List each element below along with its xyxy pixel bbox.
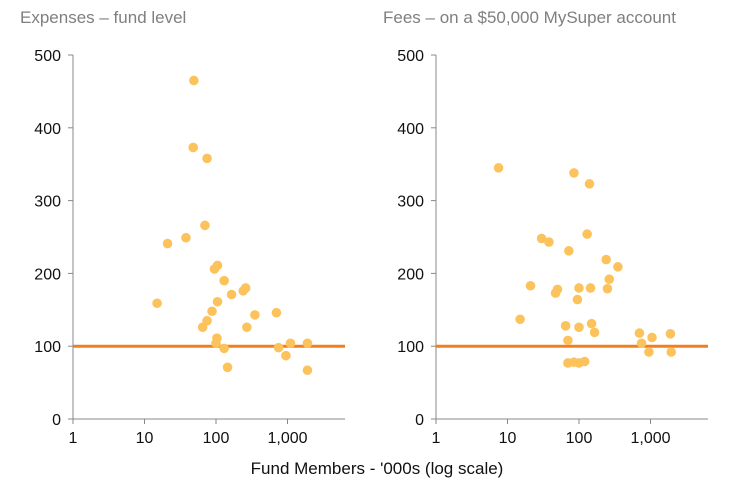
chart1-data-point xyxy=(219,275,229,286)
chart1-y-tick-label: 200 xyxy=(34,266,61,283)
chart2-data-point xyxy=(647,332,657,343)
chart1-data-point xyxy=(273,342,284,353)
chart2-data-point xyxy=(569,168,579,178)
chart1-x-tick-label: 1 xyxy=(69,430,78,447)
chart2-data-point xyxy=(572,294,583,305)
chart2-data-point xyxy=(666,347,677,357)
chart1-y-tick-label: 400 xyxy=(34,121,61,138)
chart2-data-point xyxy=(634,328,645,338)
chart1-data-point xyxy=(181,232,191,243)
chart2-x-tick-label: 1,000 xyxy=(630,430,670,447)
chart1-data-point xyxy=(212,260,223,271)
chart2-data-point xyxy=(493,163,504,173)
chart2-y-tick-label: 300 xyxy=(397,194,424,211)
chart1-data-point xyxy=(189,75,199,86)
chart2-data-point xyxy=(604,274,615,285)
chart2-data-point xyxy=(574,322,584,333)
chart2-data-point xyxy=(579,356,590,367)
chart-title-expenses: Expenses – fund level xyxy=(20,8,187,27)
chart1-data-point xyxy=(285,338,296,349)
chart1-data-point xyxy=(200,220,210,231)
chart1-x-tick-label: 100 xyxy=(203,430,230,447)
chart1-data-point xyxy=(271,307,282,318)
chart1-data-point xyxy=(281,350,291,361)
chart1-data-point xyxy=(240,283,251,293)
chart1-data-point xyxy=(212,296,223,307)
x-axis-label: Fund Members - '000s (log scale) xyxy=(250,459,504,478)
chart2-data-point xyxy=(584,179,595,189)
chart2-data-point xyxy=(560,321,571,331)
chart1-data-point xyxy=(197,322,208,333)
chart1-data-point xyxy=(152,298,162,309)
chart2-data-point xyxy=(644,347,654,357)
chart1-data-point xyxy=(222,362,233,373)
chart-title-fees: Fees – on a $50,000 MySuper account xyxy=(383,8,676,27)
chart1-y-tick-label: 300 xyxy=(34,194,61,211)
chart2-y-tick-label: 0 xyxy=(415,412,424,429)
chart2-data-point xyxy=(589,327,600,338)
chart2-data-point xyxy=(613,262,623,272)
chart2-data-point xyxy=(602,283,613,294)
chart2-data-point xyxy=(582,229,592,239)
chart2-x-tick-label: 1 xyxy=(432,430,441,447)
chart1-data-point xyxy=(226,289,237,300)
chart2-x-tick-label: 100 xyxy=(566,430,593,447)
chart1-data-point xyxy=(188,142,199,153)
chart1-data-point xyxy=(202,153,212,164)
chart2-data-point xyxy=(544,237,554,247)
chart2-y-tick-label: 500 xyxy=(397,48,424,65)
chart1-data-point xyxy=(162,238,173,249)
chart2-data-point xyxy=(585,283,596,293)
chart2-data-point xyxy=(552,284,563,295)
chart1-data-point xyxy=(219,343,229,354)
chart2-data-point xyxy=(563,246,574,256)
chart2-data-point xyxy=(601,254,611,265)
chart1-data-point xyxy=(302,338,313,349)
chart1-data-point xyxy=(242,322,252,333)
chart2-data-point xyxy=(536,233,547,244)
chart1-data-point xyxy=(250,310,260,320)
chart2-y-tick-label: 400 xyxy=(397,121,424,138)
chart2-data-point xyxy=(525,280,536,291)
chart1-x-tick-label: 1,000 xyxy=(267,430,307,447)
chart1-y-tick-label: 0 xyxy=(52,412,61,429)
chart1-data-point xyxy=(302,365,313,376)
chart2-data-point xyxy=(515,314,525,325)
chart1-data-point xyxy=(207,306,217,317)
chart2-data-point xyxy=(636,338,647,349)
chart2-data-point xyxy=(563,335,573,346)
chart2-y-tick-label: 100 xyxy=(397,339,424,356)
chart1-y-tick-label: 100 xyxy=(34,339,61,356)
chart1-x-tick-label: 10 xyxy=(136,430,154,447)
chart2-data-point xyxy=(665,329,676,339)
chart2-x-tick-label: 10 xyxy=(499,430,517,447)
chart2-data-point xyxy=(574,283,584,293)
chart2-data-point xyxy=(586,318,597,329)
chart1-data-point xyxy=(211,338,221,349)
chart2-y-tick-label: 200 xyxy=(397,266,424,283)
chart1-y-tick-label: 500 xyxy=(34,48,61,65)
